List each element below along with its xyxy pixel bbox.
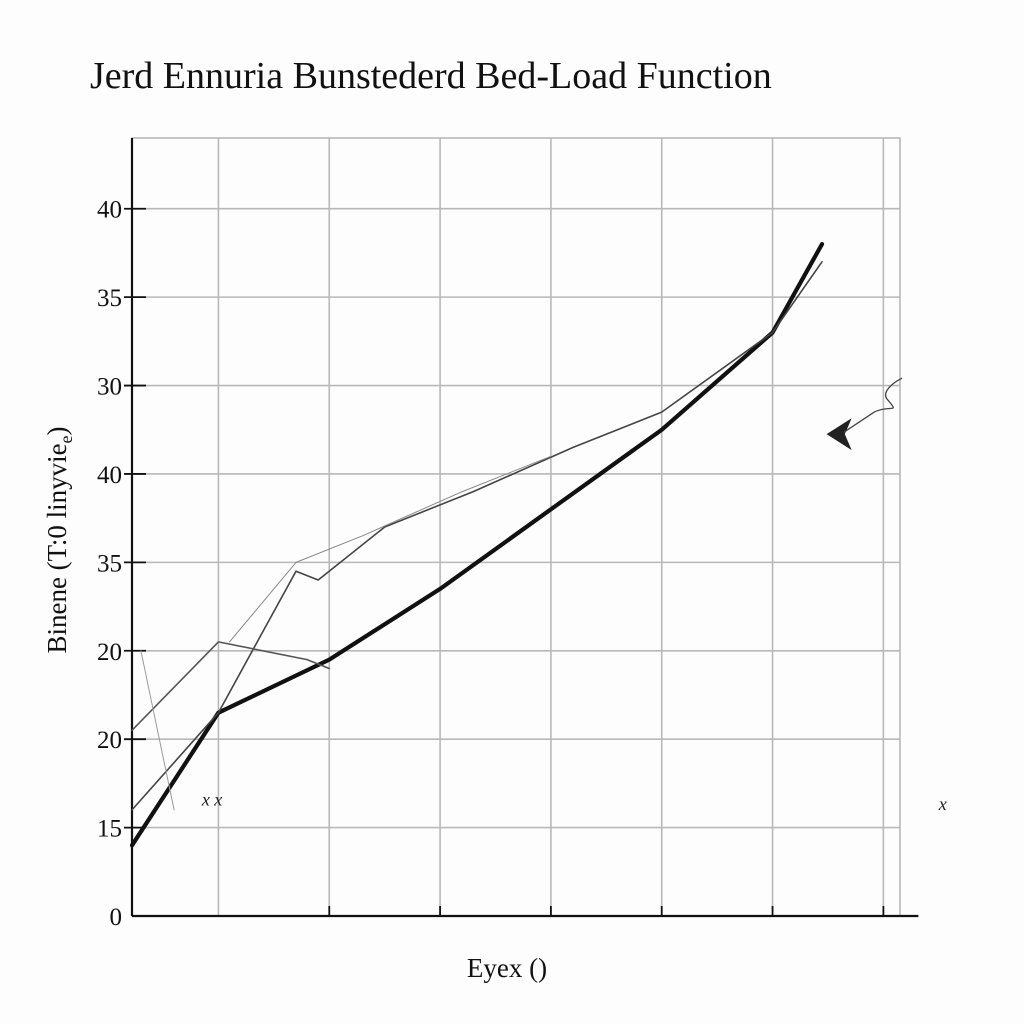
axes xyxy=(130,138,919,918)
arrow-head xyxy=(826,418,852,451)
y-tick-label: 35 xyxy=(97,285,122,312)
series-line-3 xyxy=(131,641,331,732)
y-axis-label-main: Binene (T:0 linyvie xyxy=(42,443,72,653)
chart-title: Jerd Ennuria Bunstederd Bed-Load Functio… xyxy=(90,55,772,97)
y-tick-label: 15 xyxy=(97,816,122,843)
y-tick-label: 40 xyxy=(97,197,122,224)
y-tick-label: 35 xyxy=(97,550,122,577)
grid xyxy=(131,137,901,917)
arrow-tail xyxy=(843,377,903,433)
y-axis-label: Binene (T:0 linyviee) xyxy=(42,426,76,653)
y-tick-labels: 0 15 20 20 35 40 30 35 40 xyxy=(97,197,146,931)
series-line-1 xyxy=(129,242,825,848)
arrow-marker-icon xyxy=(826,377,903,451)
series-line-4 xyxy=(229,455,552,643)
annotation-label: x x xyxy=(201,789,222,809)
x-axis-label: Eyex () xyxy=(467,953,547,983)
y-tick-label: 0 xyxy=(110,904,123,931)
y-axis-label-subscript: e xyxy=(56,435,76,443)
y-tick-label: 20 xyxy=(97,639,122,666)
plot-frame xyxy=(131,137,901,917)
annotation-label: x xyxy=(938,794,947,814)
y-tick-label: 30 xyxy=(97,374,122,401)
y-tick-label: 40 xyxy=(97,462,122,489)
y-tick-label: 20 xyxy=(97,727,122,754)
series-lines xyxy=(129,242,825,848)
series-line-2 xyxy=(131,260,823,811)
series-line-5 xyxy=(140,650,175,811)
y-axis-label-close: ) xyxy=(42,426,72,435)
